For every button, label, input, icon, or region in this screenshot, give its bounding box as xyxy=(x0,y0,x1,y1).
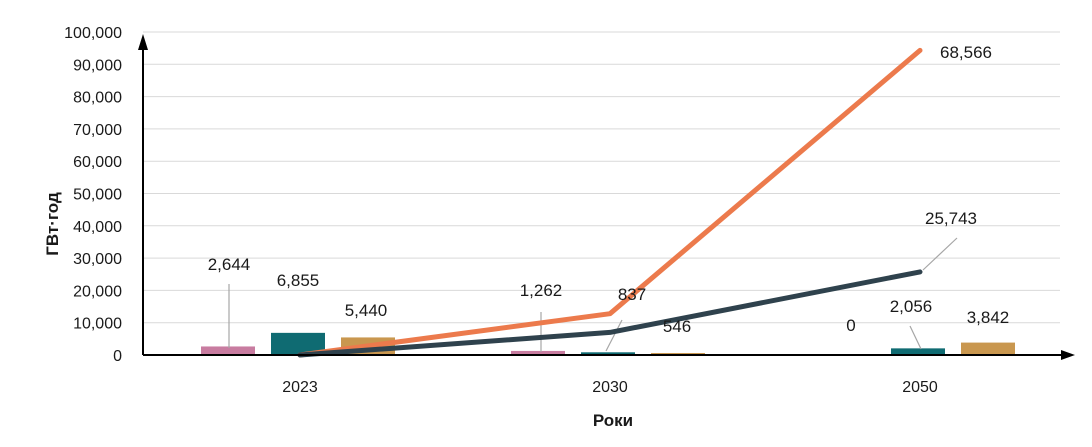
gridlines xyxy=(143,31,1060,324)
data-label: 6,855 xyxy=(277,271,320,290)
y-tick-label: 100,000 xyxy=(64,25,122,42)
y-tick-label: 40,000 xyxy=(73,219,122,236)
y-tick-label: 50,000 xyxy=(73,187,122,204)
leader-line xyxy=(909,325,922,350)
y-tick-label: 70,000 xyxy=(73,122,122,139)
x-axis-arrow xyxy=(1061,350,1075,360)
bar xyxy=(201,346,255,355)
leader-line xyxy=(922,237,958,271)
data-label: 2,056 xyxy=(890,297,933,316)
y-tick-label: 90,000 xyxy=(73,57,122,74)
y-tick-label: 60,000 xyxy=(73,154,122,171)
y-tick-labels: 0 10,000 20,000 30,000 40,000 50,000 60,000 70,… xyxy=(64,25,122,365)
bar xyxy=(891,348,945,355)
x-tick-label: 2023 xyxy=(282,379,318,396)
data-label: 3,842 xyxy=(967,308,1010,327)
bar xyxy=(511,350,565,355)
axes xyxy=(138,34,1075,360)
bar xyxy=(961,342,1015,355)
series-line xyxy=(297,269,923,358)
bar xyxy=(271,332,325,355)
y-tick-label: 0 xyxy=(113,348,122,365)
series-lines xyxy=(297,47,923,358)
x-tick-label: 2050 xyxy=(902,379,938,396)
y-tick-label: 80,000 xyxy=(73,90,122,107)
leader-lines xyxy=(228,237,958,352)
y-tick-label: 10,000 xyxy=(73,316,122,333)
data-label: 1,262 xyxy=(520,281,563,300)
data-label: 2,644 xyxy=(208,255,251,274)
series-line xyxy=(297,47,923,358)
y-axis-title: ГВт·год xyxy=(43,192,62,256)
y-tick-label: 30,000 xyxy=(73,251,122,268)
leader-line xyxy=(605,319,623,352)
data-labels: 2,644 1,262 0 6,855 837 2,056 5,440 546 3,842 68,… xyxy=(208,43,1010,336)
bar xyxy=(581,352,635,355)
y-tick-label: 20,000 xyxy=(73,283,122,300)
data-label: 5,440 xyxy=(345,301,388,320)
data-label: 837 xyxy=(618,285,646,304)
x-tick-labels: 2023 2030 2050 xyxy=(282,379,938,396)
data-label: 25,743 xyxy=(925,209,977,228)
x-tick-label: 2030 xyxy=(592,379,628,396)
data-label: 0 xyxy=(846,316,855,335)
data-label: 68,566 xyxy=(940,43,992,62)
data-label: 546 xyxy=(663,317,691,336)
x-axis-title: Роки xyxy=(593,411,633,430)
y-axis-arrow xyxy=(138,34,148,50)
